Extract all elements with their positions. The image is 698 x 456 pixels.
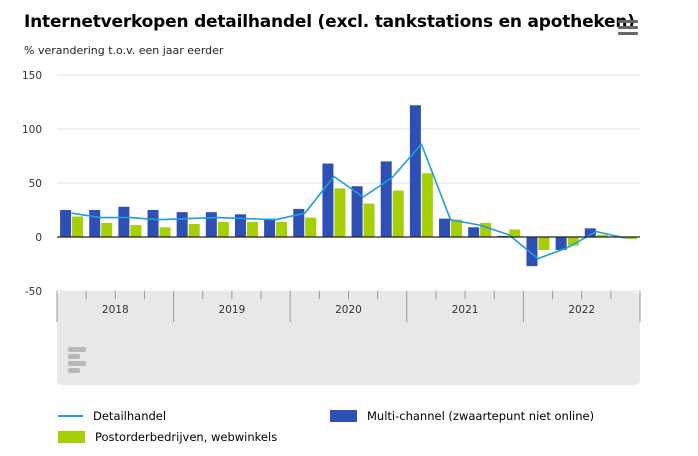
bar-multichannel	[60, 210, 72, 237]
y-tick-label: 50	[29, 178, 42, 190]
bar-postorder	[421, 173, 433, 237]
bar-multichannel	[234, 214, 246, 237]
bar-multichannel	[380, 161, 392, 237]
legend-item-detailhandel[interactable]: Detailhandel	[58, 409, 166, 423]
bar-postorder	[451, 219, 463, 237]
legend-swatch-multichannel	[330, 410, 357, 422]
bar-postorder	[625, 237, 637, 240]
detailhandel-line-layer	[71, 143, 626, 260]
x-tick-label: 2018	[102, 304, 129, 316]
bar-multichannel	[89, 210, 101, 237]
x-tick-label: 2022	[568, 304, 595, 316]
y-tick-label: 150	[22, 70, 42, 82]
bar-multichannel	[147, 210, 159, 237]
bar-postorder	[159, 227, 171, 237]
legend-item-multichannel[interactable]: Multi-channel (zwaartepunt niet online)	[330, 409, 594, 423]
bar-multichannel	[351, 186, 363, 237]
hamburger-menu-icon[interactable]	[618, 20, 638, 36]
detailhandel-line	[71, 143, 626, 260]
bar-postorder	[305, 217, 317, 237]
bar-postorder	[567, 237, 579, 246]
bar-postorder	[334, 188, 346, 237]
bar-postorder	[101, 222, 113, 237]
bar-postorder	[596, 234, 608, 237]
bar-postorder	[188, 224, 200, 237]
legend-label-postorder: Postorderbedrijven, webwinkels	[95, 430, 278, 444]
chart-title: Internetverkopen detailhandel (excl. tan…	[24, 12, 635, 32]
bar-multichannel	[205, 212, 217, 237]
legend-label-detailhandel: Detailhandel	[93, 409, 167, 423]
bar-postorder	[480, 222, 492, 237]
bar-multichannel	[409, 105, 421, 238]
x-axis: 2018 2019 2020 2021 2022	[56, 291, 641, 322]
bar-postorder	[509, 229, 521, 237]
y-tick-label: -50	[25, 286, 42, 298]
bar-multichannel	[118, 206, 130, 237]
bar-multichannel	[584, 228, 596, 237]
bar-multichannel	[468, 227, 480, 237]
x-tick-label: 2019	[219, 304, 246, 316]
bar-postorder	[276, 221, 288, 237]
x-tick-label: 2021	[452, 304, 479, 316]
bar-postorder	[246, 221, 258, 237]
bar-multichannel	[293, 208, 305, 237]
legend-label-multichannel: Multi-channel (zwaartepunt niet online)	[367, 409, 595, 423]
legend-swatch-detailhandel	[58, 415, 83, 417]
bar-postorder	[72, 216, 84, 237]
cbs-logo-icon	[68, 347, 86, 373]
y-tick-label: 0	[35, 232, 42, 244]
bar-multichannel	[176, 212, 188, 237]
bar-postorder	[363, 203, 375, 237]
y-axis: -50 0 50 100 150	[22, 70, 42, 298]
chart-subtitle: % verandering t.o.v. een jaar eerder	[24, 44, 224, 57]
x-tick-label: 2020	[335, 304, 362, 316]
footer-panel	[57, 292, 640, 385]
bar-multichannel	[439, 218, 451, 237]
y-tick-label: 100	[22, 124, 42, 136]
bar-multichannel	[526, 237, 538, 267]
bars	[60, 105, 637, 267]
bar-postorder	[217, 221, 229, 237]
bar-multichannel	[555, 237, 567, 250]
legend-item-postorder[interactable]: Postorderbedrijven, webwinkels	[58, 430, 277, 444]
bar-postorder	[392, 190, 404, 237]
bar-postorder	[130, 225, 142, 237]
bar-multichannel	[322, 163, 334, 237]
gridlines	[57, 74, 640, 292]
legend-swatch-postorder	[58, 431, 85, 443]
bar-postorder	[538, 237, 550, 250]
bar-multichannel	[264, 218, 276, 237]
